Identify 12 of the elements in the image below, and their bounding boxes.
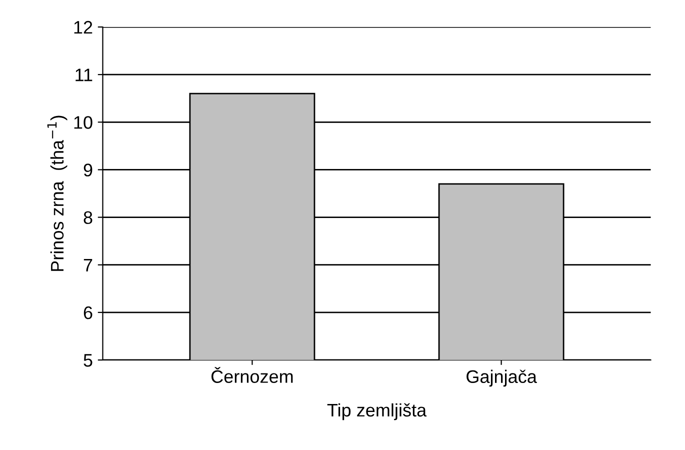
- y-tick-label: 5: [84, 354, 92, 367]
- y-tick-label: 11: [76, 68, 92, 82]
- x-tick-label: Černozem: [211, 367, 293, 383]
- y-tick-label: 8: [84, 211, 92, 224]
- y-tick-label: 6: [84, 306, 92, 320]
- y-tick-label: 7: [84, 258, 92, 272]
- y-tick-label: 9: [84, 164, 92, 176]
- x-axis-title: Tip zemljišta: [327, 403, 427, 420]
- y-tick-label: 10: [74, 116, 92, 129]
- y-tick-label: 12: [74, 20, 92, 34]
- y-axis-title: Prinos zrna (tha$^{−1}$): [47, 116, 68, 271]
- x-tick-label: Gajnjača: [466, 370, 537, 387]
